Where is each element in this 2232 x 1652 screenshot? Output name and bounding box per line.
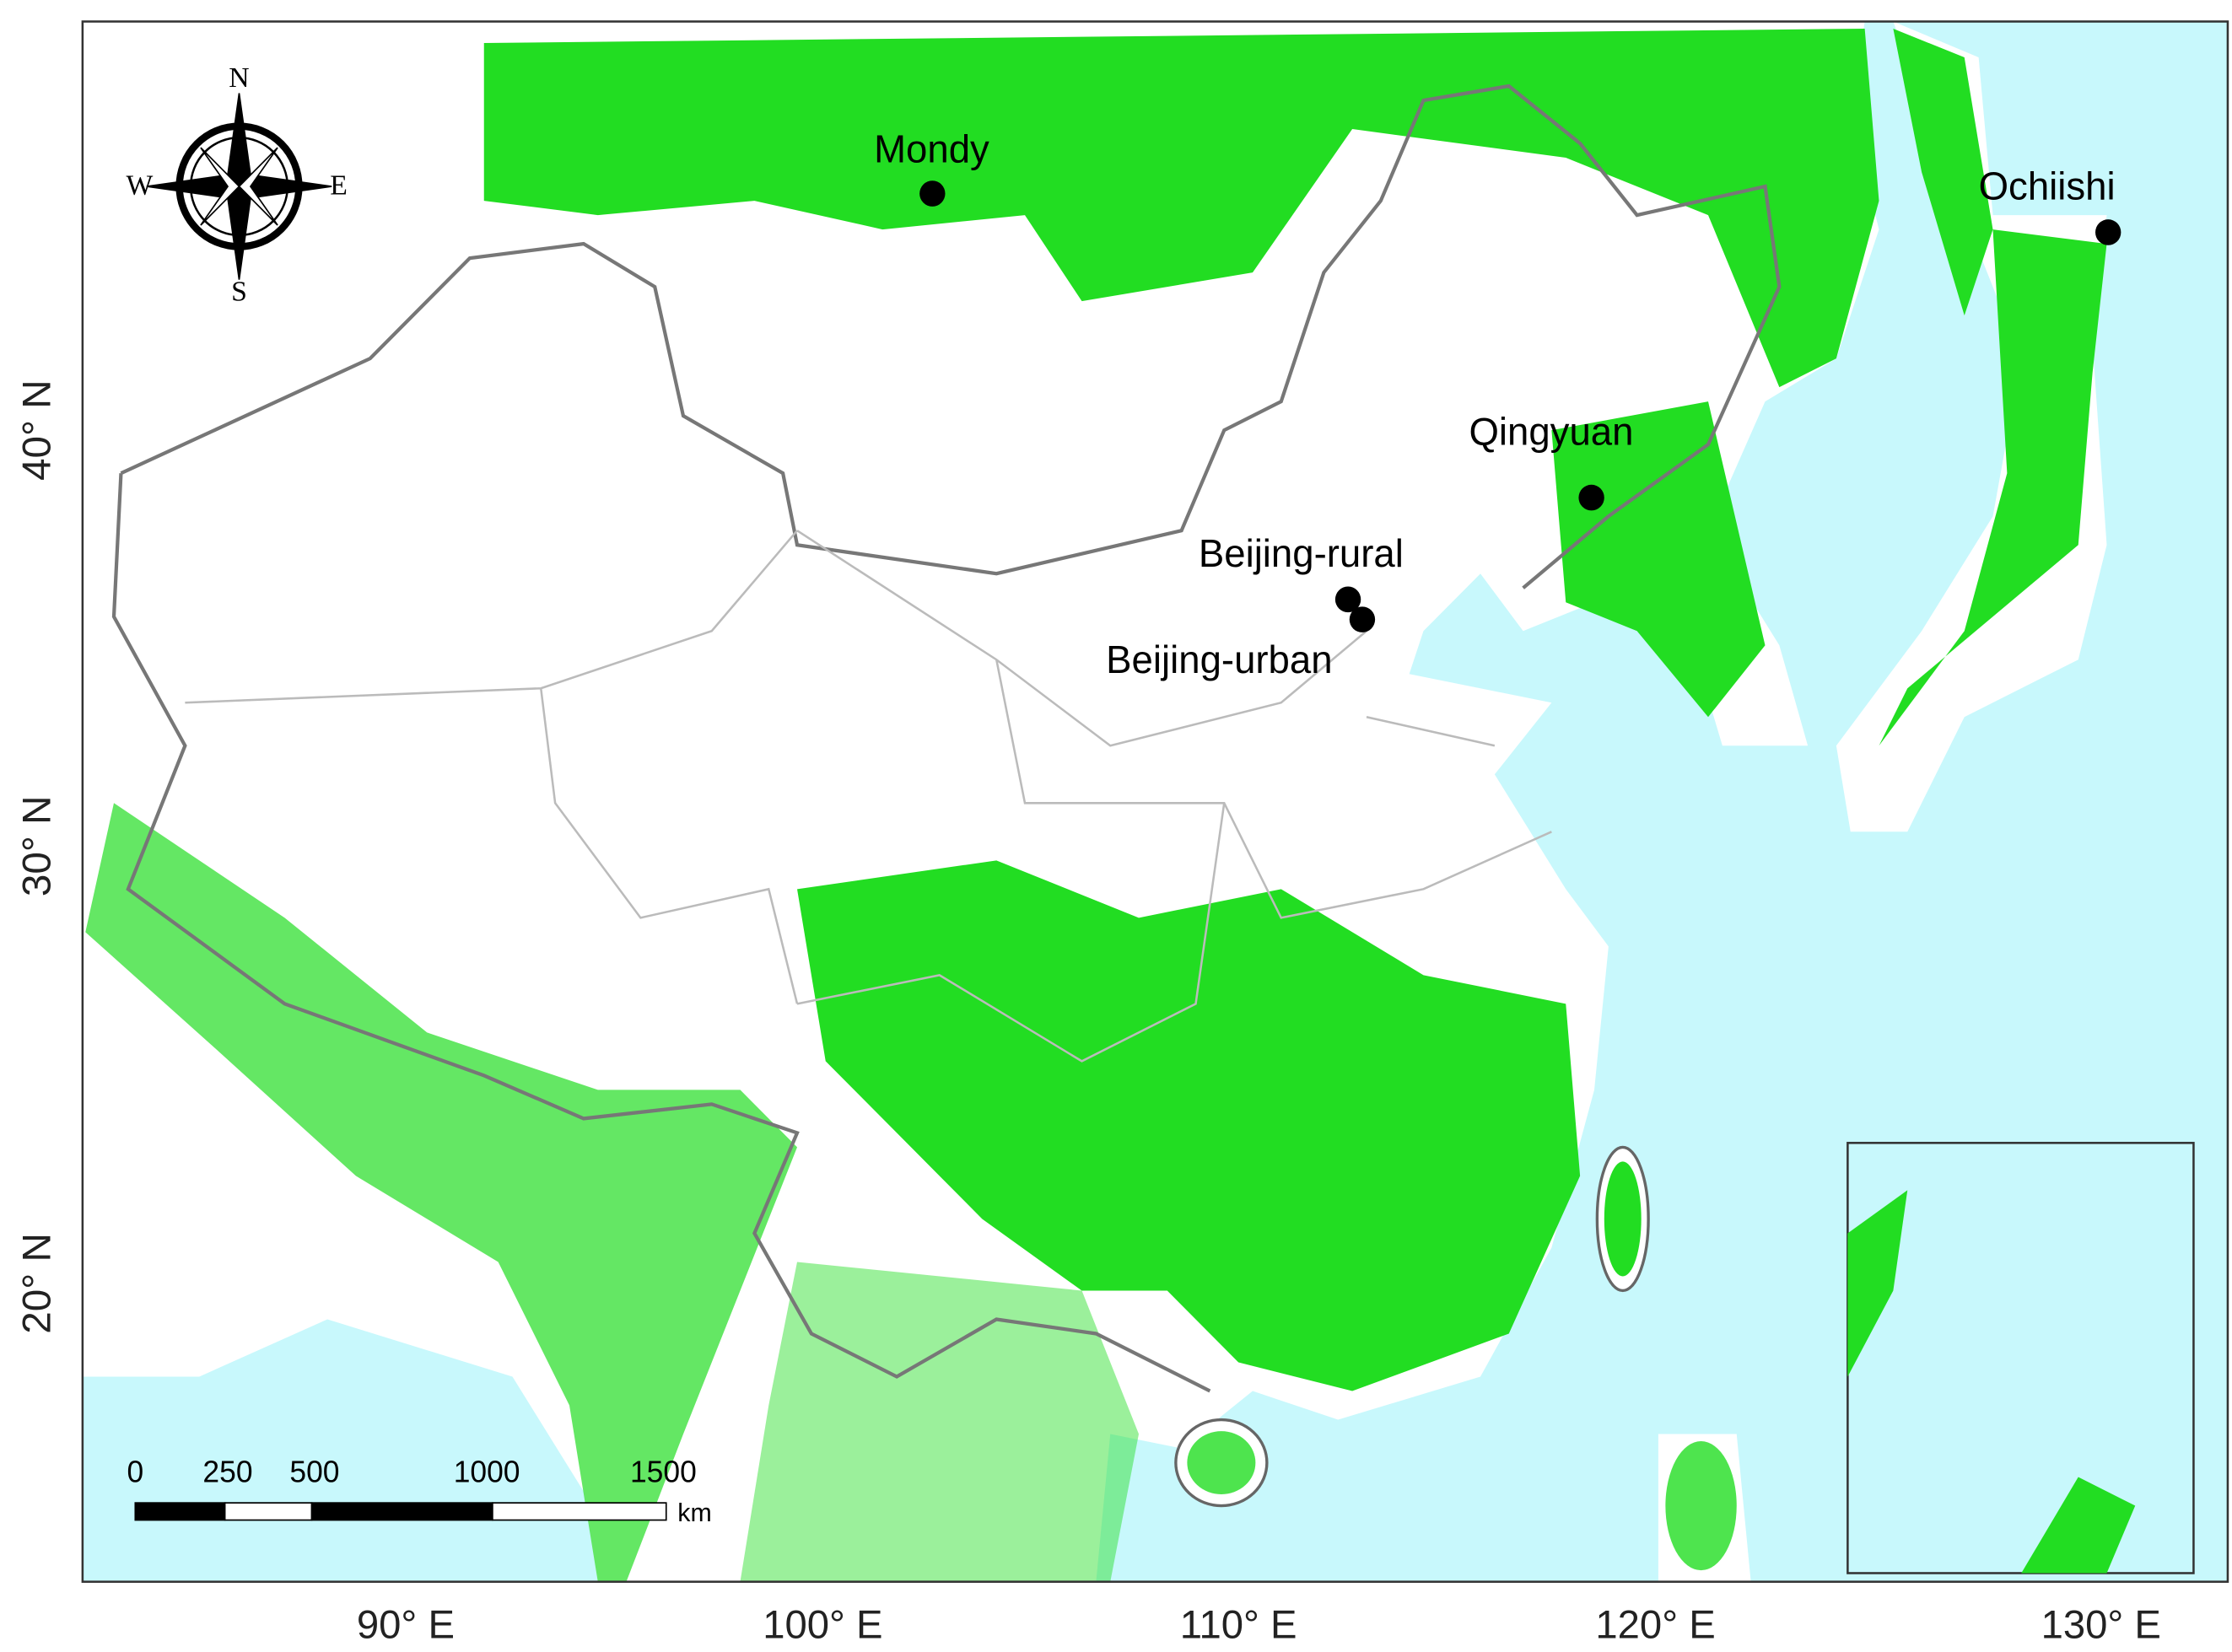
compass-north: N [229,62,249,94]
compass-west: W [126,170,153,201]
station-label: Beijing-rural [1199,532,1404,575]
inset-map [1847,1142,2195,1574]
forest-cover [85,29,2107,1582]
inset-land [1847,1190,2136,1574]
latitude-label: 20° N [15,1233,60,1334]
scale-label: 500 [289,1455,339,1488]
scale-label: 1500 [630,1455,697,1488]
latitude-label: 30° N [15,796,60,897]
longitude-label: 130° E [2041,1603,2161,1648]
scale-label: 0 [127,1455,143,1488]
scale-bar [134,1502,667,1521]
scale-label: 250 [202,1455,252,1488]
scale-label: 1000 [454,1455,520,1488]
longitude-label: 90° E [357,1603,455,1648]
station-label: Mondy [874,127,989,170]
compass-rose [146,93,332,280]
longitude-label: 110° E [1180,1603,1297,1648]
map-frame [81,20,2229,1583]
compass-east: E [330,170,348,201]
station-markers [919,180,2121,632]
borders [111,83,1782,1393]
longitude-label: 120° E [1595,1603,1715,1648]
scale-unit: km [677,1499,711,1527]
latitude-label: 40° N [15,379,60,481]
station-label: Beijing-urban [1106,638,1332,681]
longitude-label: 100° E [763,1603,882,1648]
station-label: Ochiishi [1979,164,2116,207]
station-label: Qingyuan [1469,410,1634,453]
compass-south: S [231,276,247,307]
